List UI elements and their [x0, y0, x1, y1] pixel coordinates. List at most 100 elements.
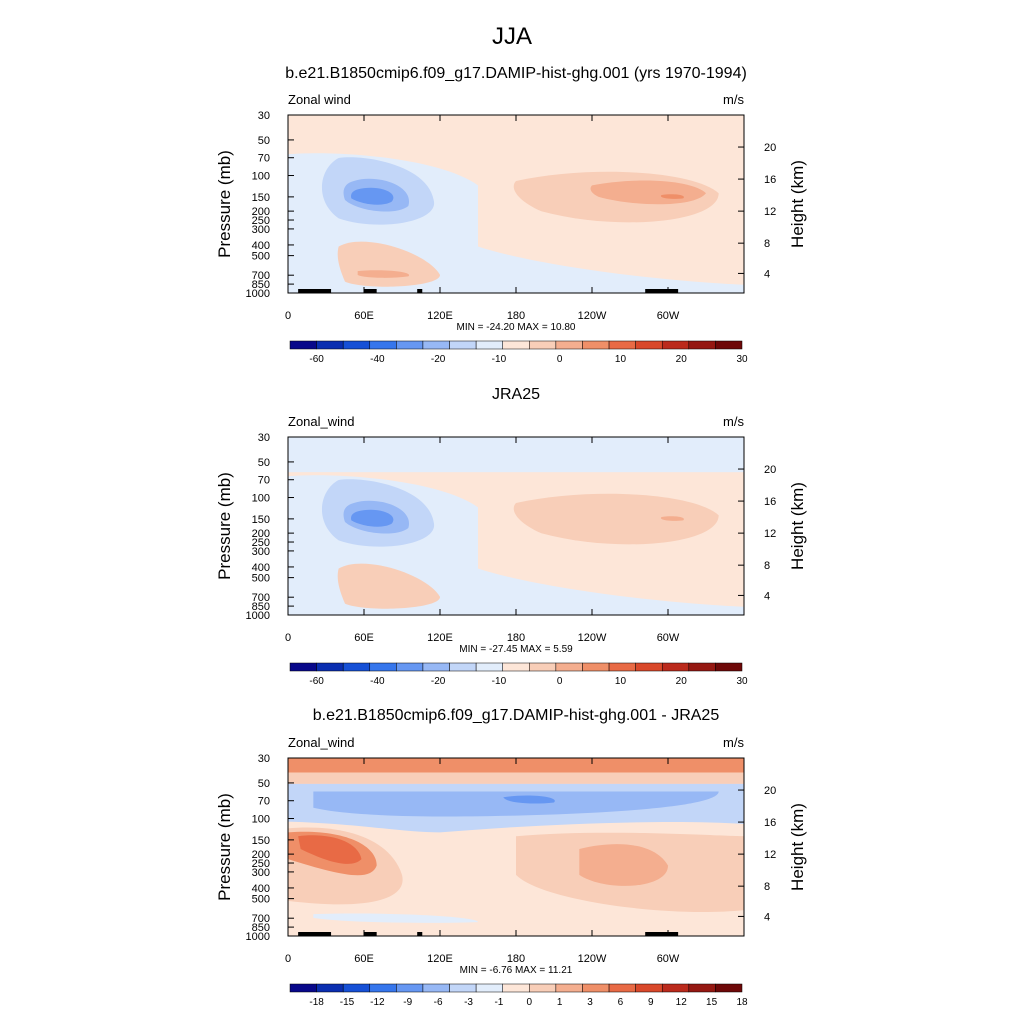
variable-label: Zonal_wind: [288, 735, 355, 750]
y-tick-label: 30: [258, 753, 270, 765]
y-tick-label: 400: [252, 883, 270, 895]
contour-region: [288, 758, 744, 773]
y-tick-label: 500: [252, 251, 270, 263]
stats-label: MIN = -6.76 MAX = 11.21: [460, 965, 573, 976]
colorbar-swatch: [316, 340, 344, 350]
stats-label: MIN = -24.20 MAX = 10.80: [457, 322, 576, 333]
colorbar-label: 6: [618, 997, 624, 1008]
height-tick-label: 8: [764, 238, 770, 250]
colorbar-swatch: [316, 983, 344, 993]
colorbar-swatch: [449, 340, 477, 350]
colorbar-label: -40: [370, 354, 385, 365]
colorbar-swatch: [688, 662, 716, 672]
y-tick-label: 50: [258, 135, 270, 147]
x-tick-label: 0: [285, 953, 291, 965]
colorbar-swatch: [635, 340, 663, 350]
colorbar-swatch: [635, 983, 663, 993]
contour-region: [298, 835, 362, 864]
y-tick-label: 700: [252, 270, 270, 282]
y-tick-label: 30: [258, 432, 270, 444]
y-tick-label: 100: [252, 814, 270, 826]
y-tick-label: 200: [252, 528, 270, 540]
colorbar-swatch: [715, 340, 743, 350]
y-axis-label: Pressure (mb): [215, 150, 234, 258]
colorbar-label: -10: [492, 676, 507, 687]
colorbar-label: 10: [615, 354, 627, 365]
height-tick-label: 12: [764, 849, 776, 861]
colorbar-swatch: [608, 983, 636, 993]
colorbar-label: 20: [676, 354, 688, 365]
contour-region: [503, 795, 555, 804]
colorbar-label: -60: [309, 354, 324, 365]
y-axis-label: Pressure (mb): [215, 793, 234, 901]
colorbar-swatch: [582, 662, 610, 672]
colorbar-swatch: [289, 340, 317, 350]
colorbar-swatch: [582, 983, 610, 993]
y-tick-label: 150: [252, 835, 270, 847]
y-tick-label: 250: [252, 537, 270, 549]
y-tick-label: 50: [258, 778, 270, 790]
y-tick-label: 200: [252, 849, 270, 861]
y-tick-label: 200: [252, 206, 270, 218]
y-tick-label: 100: [252, 171, 270, 183]
colorbar-swatch: [529, 340, 557, 350]
y-tick-label: 250: [252, 215, 270, 227]
colorbar-swatch: [555, 340, 583, 350]
colorbar-label: 12: [676, 997, 688, 1008]
colorbar-label: 0: [527, 997, 533, 1008]
colorbar-swatch: [582, 340, 610, 350]
y-tick-label: 300: [252, 867, 270, 879]
topography-block: [298, 932, 332, 936]
y-tick-label: 100: [252, 493, 270, 505]
colorbar-label: 1: [557, 997, 563, 1008]
panel-title: b.e21.B1850cmip6.f09_g17.DAMIP-hist-ghg.…: [313, 707, 720, 724]
colorbar-label: -12: [370, 997, 385, 1008]
colorbar-swatch: [342, 340, 371, 350]
colorbar-swatch: [342, 662, 371, 672]
panel-1: b.e21.B1850cmip6.f09_g17.DAMIP-hist-ghg.…: [215, 65, 807, 365]
colorbar-label: 30: [736, 676, 748, 687]
x-tick-label: 60W: [657, 310, 680, 322]
y-tick-label: 70: [258, 796, 270, 808]
x-tick-label: 120E: [427, 632, 453, 644]
height-tick-label: 4: [764, 268, 770, 280]
x-tick-label: 60W: [657, 953, 680, 965]
height-tick-label: 12: [764, 206, 776, 218]
height-tick-label: 16: [764, 817, 776, 829]
colorbar-label: 10: [615, 676, 627, 687]
colorbar-swatch: [502, 340, 530, 350]
colorbar-swatch: [289, 983, 317, 993]
x-tick-label: 120E: [427, 953, 453, 965]
y-tick-label: 850: [252, 601, 270, 613]
colorbar-swatch: [635, 662, 663, 672]
colorbar-label: -15: [340, 997, 355, 1008]
colorbar-label: -20: [431, 354, 446, 365]
y-tick-label: 850: [252, 279, 270, 291]
y-tick-label: 30: [258, 110, 270, 122]
colorbar-swatch: [316, 662, 344, 672]
x-tick-label: 180: [507, 632, 525, 644]
y-tick-label: 500: [252, 573, 270, 585]
y-tick-label: 300: [252, 546, 270, 558]
contour-field: [288, 437, 744, 615]
x-tick-label: 120E: [427, 310, 453, 322]
y-tick-label: 500: [252, 894, 270, 906]
topography-block: [364, 932, 377, 936]
colorbar-swatch: [715, 983, 743, 993]
colorbar-swatch: [529, 662, 557, 672]
units-label: m/s: [723, 414, 744, 429]
colorbar-label: 15: [706, 997, 718, 1008]
colorbar-swatch: [475, 983, 503, 993]
height-tick-label: 16: [764, 496, 776, 508]
height-tick-label: 20: [764, 785, 776, 797]
colorbar-swatch: [555, 983, 583, 993]
topography-block: [364, 289, 377, 293]
colorbar-label: -1: [494, 997, 503, 1008]
colorbar-swatch: [661, 340, 690, 350]
colorbar-label: -6: [434, 997, 443, 1008]
y-tick-label: 70: [258, 475, 270, 487]
colorbar: -60 -40 -20 -10 0 10 20 30: [289, 340, 748, 365]
x-tick-label: 180: [507, 310, 525, 322]
y2-axis-label: Height (km): [788, 482, 807, 570]
height-tick-label: 4: [764, 590, 770, 602]
